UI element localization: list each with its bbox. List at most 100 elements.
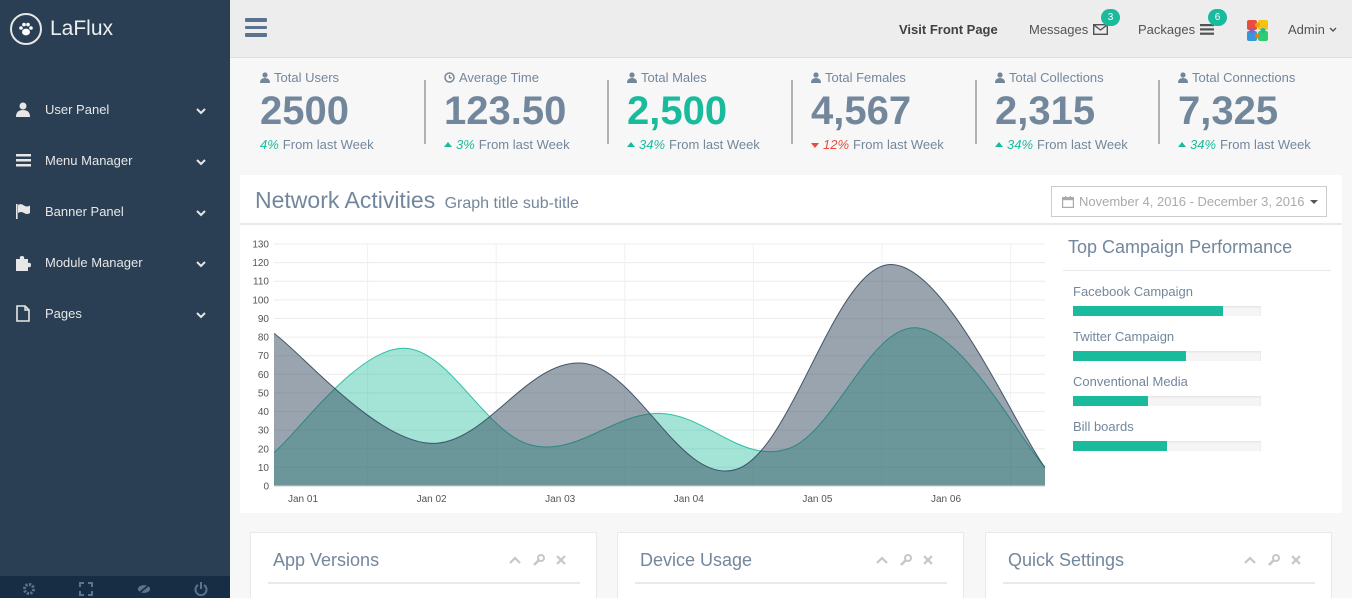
progress-bar — [1073, 306, 1261, 316]
stat-value: 2500 — [260, 89, 349, 133]
y-tick-label: 70 — [258, 351, 270, 362]
user-icon — [14, 101, 32, 119]
chart-areas — [273, 263, 1046, 487]
fullscreen-icon[interactable] — [79, 582, 94, 596]
chevron-up-icon[interactable] — [875, 553, 889, 567]
network-activities-panel: Network Activities Graph title sub-title… — [240, 175, 1342, 513]
chevron-down-icon — [196, 103, 206, 118]
file-icon — [14, 305, 32, 323]
admin-menu[interactable]: Admin — [1288, 22, 1337, 37]
progress-bar — [1073, 396, 1261, 406]
sidebar-footer — [0, 576, 230, 598]
campaign-label: Twitter Campaign — [1073, 329, 1175, 344]
stat-pct: 34% — [1007, 137, 1034, 152]
visit-front-page-link[interactable]: Visit Front Page — [899, 22, 998, 37]
panel-toolbox — [875, 553, 935, 567]
panel-subtitle: Graph title sub-title — [444, 195, 579, 212]
y-tick-label: 0 — [263, 482, 269, 493]
series-line — [273, 263, 1046, 472]
divider — [791, 80, 793, 144]
progress-fill — [1073, 396, 1149, 406]
packages-badge: 6 — [1208, 9, 1227, 26]
chevron-up-icon[interactable] — [1243, 553, 1257, 567]
wrench-icon[interactable] — [1266, 553, 1280, 567]
divider — [607, 80, 609, 144]
list-icon — [1200, 24, 1215, 35]
stat-pct: 3% — [456, 137, 475, 152]
series-area — [274, 264, 1045, 486]
divider — [1158, 80, 1160, 144]
x-tick-label: Jan 04 — [674, 494, 704, 505]
divider — [268, 582, 580, 584]
chevron-down-icon — [196, 154, 206, 169]
sidebar-item-label: Banner Panel — [45, 204, 124, 219]
puzzle-logo-icon[interactable] — [1245, 18, 1271, 44]
divider — [1003, 582, 1315, 584]
campaign-label: Facebook Campaign — [1073, 284, 1193, 299]
campaign-label: Bill boards — [1073, 419, 1134, 434]
bars-icon — [14, 152, 32, 170]
stat-total-connections: Total Connections 7,325 34% From last Wee… — [1178, 70, 1352, 160]
progress-fill — [1073, 441, 1167, 451]
y-tick-label: 100 — [252, 295, 269, 306]
sidebar-item-menu-manager[interactable]: Menu Manager — [0, 135, 230, 186]
stat-value: 7,325 — [1178, 89, 1279, 133]
divider — [975, 80, 977, 144]
caret-down-icon — [811, 143, 819, 148]
sidebar-item-label: Pages — [45, 306, 82, 321]
y-tick-label: 50 — [258, 388, 270, 399]
user-icon — [811, 72, 821, 83]
campaign-item: Facebook Campaign — [1063, 284, 1331, 316]
y-tick-label: 110 — [253, 277, 269, 288]
close-icon[interactable] — [554, 553, 568, 567]
brand[interactable]: LaFlux — [0, 0, 230, 58]
stat-foot-text: From last Week — [1037, 137, 1128, 152]
power-icon[interactable] — [194, 582, 208, 596]
flag-icon — [14, 203, 32, 221]
sidebar-item-pages[interactable]: Pages — [0, 288, 230, 339]
y-axis: 0 10 20 30 40 50 60 70 80 90 100 110 120 130 — [252, 240, 269, 493]
close-icon[interactable] — [1289, 553, 1303, 567]
campaign-item: Bill boards — [1063, 419, 1331, 451]
sidebar-item-module-manager[interactable]: Module Manager — [0, 237, 230, 288]
stat-label: Total Connections — [1192, 70, 1296, 85]
sidebar: LaFlux User Panel Menu Manager Banner Pa… — [0, 0, 230, 598]
y-tick-label: 40 — [258, 407, 270, 418]
sidebar-item-user-panel[interactable]: User Panel — [0, 84, 230, 135]
stat-foot-text: From last Week — [282, 137, 374, 152]
date-range-text: November 4, 2016 - December 3, 2016 — [1079, 194, 1305, 209]
user-icon — [995, 72, 1005, 83]
caret-up-icon — [444, 142, 452, 147]
brand-name: LaFlux — [50, 17, 114, 40]
stat-pct: 34% — [1190, 137, 1217, 152]
menu-toggle-icon[interactable] — [245, 18, 267, 38]
user-icon — [1178, 72, 1188, 83]
wrench-icon[interactable] — [531, 553, 545, 567]
stat-total-males: Total Males 2,500 34% From last Week — [627, 70, 807, 160]
packages-link[interactable]: Packages 6 — [1138, 9, 1227, 37]
messages-link[interactable]: Messages 3 — [1029, 9, 1120, 37]
stat-pct: 4% — [260, 137, 279, 152]
stat-total-females: Total Females 4,567 12% From last Week — [811, 70, 991, 160]
close-icon[interactable] — [921, 553, 935, 567]
stat-value: 2,315 — [995, 89, 1096, 133]
gear-icon[interactable] — [22, 582, 36, 596]
sidebar-item-banner-panel[interactable]: Banner Panel — [0, 186, 230, 237]
stat-pct: 12% — [823, 137, 850, 152]
y-tick-label: 10 — [258, 463, 270, 474]
panel-title: App Versions — [273, 550, 380, 570]
chevron-down-icon — [196, 256, 206, 271]
y-tick-label: 130 — [252, 240, 269, 251]
panel-toolbox — [508, 553, 568, 567]
chevron-up-icon[interactable] — [508, 553, 522, 567]
wrench-icon[interactable] — [898, 553, 912, 567]
caret-down-icon — [1310, 199, 1319, 204]
stat-label: Total Collections — [1009, 70, 1104, 85]
panel-title: Quick Settings — [1008, 550, 1125, 570]
eye-slash-icon[interactable] — [137, 582, 151, 596]
user-icon — [627, 72, 637, 83]
stat-foot-text: From last Week — [853, 137, 944, 152]
messages-label: Messages — [1029, 22, 1089, 37]
calendar-icon — [1062, 195, 1074, 208]
date-range-picker[interactable]: November 4, 2016 - December 3, 2016 — [1051, 186, 1327, 217]
